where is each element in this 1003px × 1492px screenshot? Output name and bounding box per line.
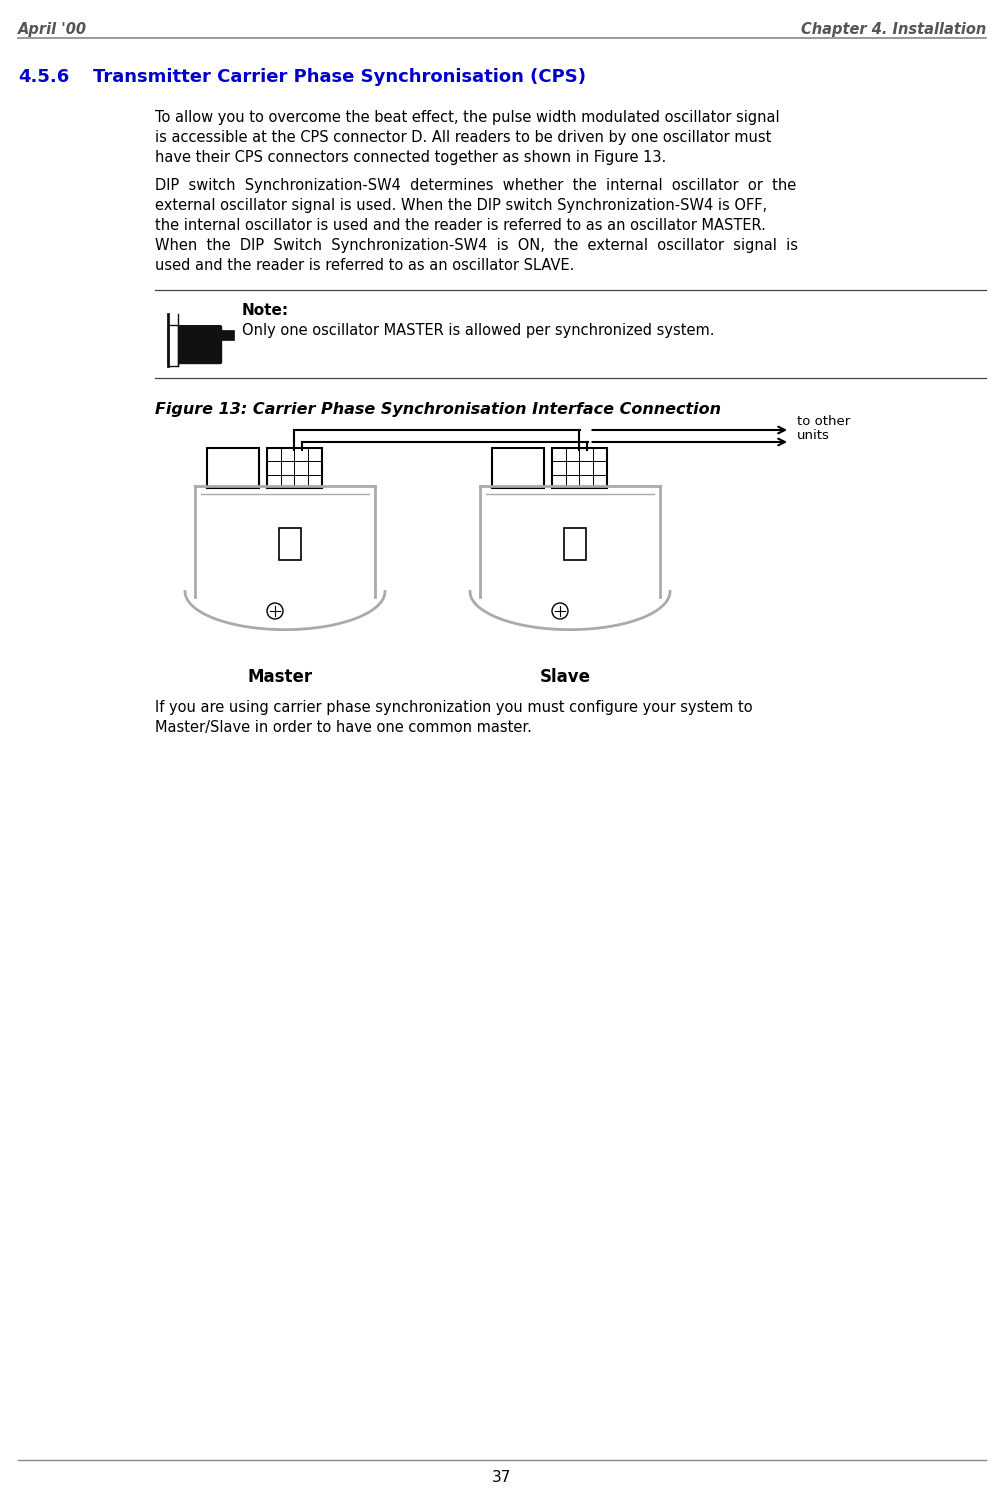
Text: If you are using carrier phase synchronization you must configure your system to: If you are using carrier phase synchroni…: [154, 700, 752, 715]
Text: Chapter 4. Installation: Chapter 4. Installation: [800, 22, 985, 37]
Text: When  the  DIP  Switch  Synchronization-SW4  is  ON,  the  external  oscillator : When the DIP Switch Synchronization-SW4 …: [154, 239, 797, 254]
Text: 4.5.6: 4.5.6: [18, 69, 69, 87]
Bar: [552, 448, 607, 488]
Text: 37: 37: [491, 1470, 512, 1485]
Circle shape: [267, 603, 283, 619]
Text: to other: to other: [796, 415, 850, 428]
Text: external oscillator signal is used. When the DIP switch Synchronization-SW4 is O: external oscillator signal is used. When…: [154, 198, 766, 213]
Text: is accessible at the CPS connector D. All readers to be driven by one oscillator: is accessible at the CPS connector D. Al…: [154, 130, 770, 145]
Text: used and the reader is referred to as an oscillator SLAVE.: used and the reader is referred to as an…: [154, 258, 574, 273]
Bar: [279, 528, 301, 560]
Text: April '00: April '00: [18, 22, 87, 37]
Text: Transmitter Carrier Phase Synchronisation (CPS): Transmitter Carrier Phase Synchronisatio…: [93, 69, 586, 87]
Bar: [267, 448, 322, 488]
Text: units: units: [796, 430, 829, 442]
Polygon shape: [214, 330, 234, 340]
Text: Master/Slave in order to have one common master.: Master/Slave in order to have one common…: [154, 721, 532, 736]
FancyBboxPatch shape: [169, 325, 222, 364]
FancyBboxPatch shape: [168, 325, 178, 366]
Text: have their CPS connectors connected together as shown in Figure 13.: have their CPS connectors connected toge…: [154, 151, 666, 166]
Text: the internal oscillator is used and the reader is referred to as an oscillator M: the internal oscillator is used and the …: [154, 218, 765, 233]
Text: To allow you to overcome the beat effect, the pulse width modulated oscillator s: To allow you to overcome the beat effect…: [154, 110, 779, 125]
Circle shape: [552, 603, 568, 619]
Text: Only one oscillator MASTER is allowed per synchronized system.: Only one oscillator MASTER is allowed pe…: [242, 322, 714, 339]
Bar: [207, 448, 259, 488]
Bar: [564, 528, 586, 560]
Text: Master: Master: [247, 668, 312, 686]
Bar: [491, 448, 544, 488]
Text: Slave: Slave: [539, 668, 590, 686]
Text: Figure 13: Carrier Phase Synchronisation Interface Connection: Figure 13: Carrier Phase Synchronisation…: [154, 401, 720, 416]
Text: Note:: Note:: [242, 303, 289, 318]
Text: DIP  switch  Synchronization-SW4  determines  whether  the  internal  oscillator: DIP switch Synchronization-SW4 determine…: [154, 178, 795, 192]
